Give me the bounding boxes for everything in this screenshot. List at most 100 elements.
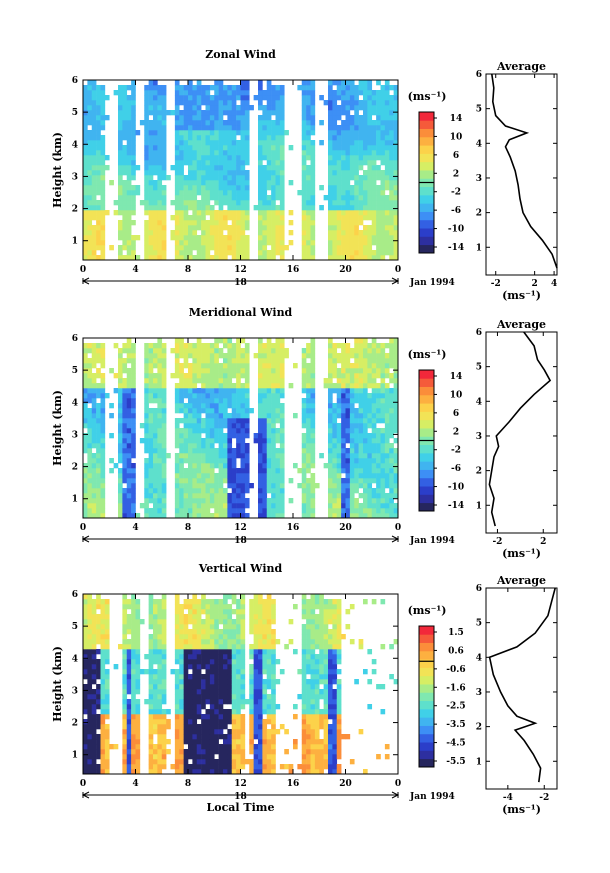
heatmap-cell: [389, 498, 394, 504]
heatmap-cell: [371, 368, 377, 374]
heatmap-cell: [192, 764, 198, 770]
heatmap-cell: [271, 95, 276, 101]
heatmap-cell: [209, 130, 215, 136]
heatmap-cell: [144, 458, 149, 464]
heatmap-cell: [157, 165, 163, 171]
heatmap-cell: [122, 393, 128, 399]
heatmap-cell: [332, 463, 338, 469]
heatmap-cell: [301, 145, 307, 151]
heatmap-cell: [83, 245, 88, 251]
heatmap-cell: [218, 418, 224, 424]
heatmap-cell: [306, 180, 311, 186]
heatmap-cell: [131, 428, 136, 434]
heatmap-cell: [183, 155, 189, 161]
heatmap-cell: [201, 644, 206, 650]
heatmap-cell: [336, 140, 342, 146]
heatmap-cell: [258, 338, 263, 344]
heatmap-cell: [174, 744, 180, 750]
heatmap-cell: [104, 634, 110, 640]
heatmap-cell: [231, 453, 237, 459]
heatmap-cell: [214, 80, 219, 86]
heatmap-cell: [275, 150, 281, 156]
heatmap-cell: [345, 140, 351, 146]
heatmap-cell: [205, 478, 211, 484]
heatmap-cell: [122, 130, 128, 136]
heatmap-cell: [328, 150, 333, 156]
heatmap-cell: [196, 225, 202, 231]
heatmap-cell: [271, 255, 276, 261]
heatmap-cell: [236, 185, 241, 191]
heatmap-cell: [288, 240, 294, 246]
heatmap-cell: [192, 644, 198, 650]
heatmap-cell: [262, 348, 268, 354]
heatmap-cell: [179, 754, 184, 760]
heatmap-cell: [345, 125, 351, 131]
heatmap-cell: [380, 463, 386, 469]
heatmap-cell: [100, 423, 106, 429]
heatmap-cell: [113, 200, 119, 206]
heatmap-cell: [376, 343, 381, 349]
heatmap-cell: [271, 423, 276, 429]
heatmap-cell: [205, 90, 211, 96]
heatmap-cell: [201, 423, 206, 429]
heatmap-cell: [148, 654, 154, 660]
heatmap-cell: [196, 358, 202, 364]
panel-title: Vertical Wind: [198, 562, 283, 575]
heatmap-cell: [192, 190, 198, 196]
heatmap-cell: [349, 503, 355, 509]
heatmap-cell: [205, 185, 211, 191]
heatmap-cell: [91, 649, 97, 655]
heatmap-cell: [266, 418, 272, 424]
heatmap-cell: [104, 699, 110, 705]
heatmap-cell: [153, 353, 158, 359]
heatmap-cell: [363, 125, 368, 131]
heatmap-cell: [258, 353, 263, 359]
heatmap-cell: [183, 343, 189, 349]
heatmap-cell: [349, 483, 355, 489]
colorbar-label: -2: [451, 446, 461, 456]
heatmap-cell: [131, 383, 136, 389]
heatmap-cell: [336, 458, 342, 464]
heatmap-cell: [328, 368, 333, 374]
heatmap-cell: [192, 358, 198, 364]
heatmap-cell: [336, 155, 342, 161]
heatmap-cell: [148, 604, 154, 610]
heatmap-cell: [240, 160, 246, 166]
heatmap-cell: [354, 245, 359, 251]
heatmap-cell: [188, 393, 193, 399]
heatmap-cell: [201, 135, 206, 141]
heatmap-cell: [389, 423, 394, 429]
heatmap-cell: [100, 120, 106, 126]
heatmap-cell: [196, 609, 202, 615]
heatmap-cell: [96, 383, 101, 389]
heatmap-cell: [227, 498, 233, 504]
heatmap-cell: [218, 240, 224, 246]
heatmap-cell: [223, 373, 228, 379]
heatmap-cell: [96, 704, 101, 710]
heatmap-cell: [148, 95, 154, 101]
heatmap-cell: [358, 140, 364, 146]
heatmap-cell: [122, 343, 128, 349]
heatmap-cell: [332, 353, 338, 359]
heatmap-cell: [131, 739, 136, 745]
heatmap-cell: [310, 488, 316, 494]
heatmap-cell: [345, 180, 351, 186]
heatmap-cell: [174, 135, 180, 141]
heatmap-cell: [122, 220, 128, 226]
heatmap-cell: [244, 408, 250, 414]
heatmap-cell: [179, 483, 184, 489]
heatmap-cell: [376, 200, 381, 206]
heatmap-cell: [371, 100, 377, 106]
heatmap-cell: [100, 649, 106, 655]
heatmap-cell: [205, 418, 211, 424]
heatmap-cell: [196, 478, 202, 484]
heatmap-cell: [196, 624, 202, 630]
heatmap-cell: [100, 358, 106, 364]
heatmap-cell: [205, 724, 211, 730]
heatmap-cell: [227, 443, 233, 449]
heatmap-cell: [236, 448, 241, 454]
heatmap-cell: [328, 170, 333, 176]
heatmap-cell: [118, 453, 123, 459]
heatmap-cell: [236, 478, 241, 484]
heatmap-cell: [258, 448, 263, 454]
